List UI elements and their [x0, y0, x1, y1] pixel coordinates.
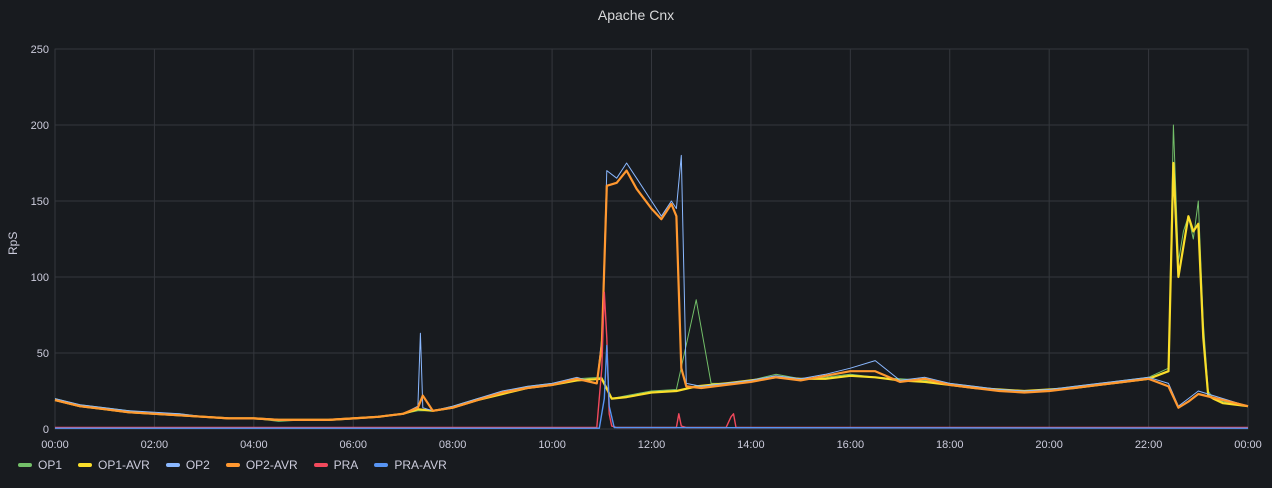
x-tick-label: 18:00 [936, 439, 964, 451]
x-tick-label: 02:00 [141, 439, 169, 451]
legend-label: OP1-AVR [98, 458, 150, 472]
legend-item-op1[interactable]: OP1 [18, 458, 62, 472]
legend-swatch [18, 463, 32, 467]
legend-swatch [313, 463, 328, 467]
x-axis: 00:00 02:00 04:00 06:00 08:00 10:00 12:00 14:00… [41, 439, 1262, 451]
legend-label: PRA [333, 458, 359, 472]
series-lines [54, 124, 1249, 429]
x-tick-label: 16:00 [837, 439, 865, 451]
x-tick-label: 20:00 [1035, 439, 1063, 451]
legend-label: OP1 [38, 458, 63, 472]
grid [54, 48, 1249, 430]
legend-swatch [374, 463, 389, 467]
legend-item-op2-avr[interactable]: OP2-AVR [225, 458, 298, 472]
legend-item-op1-avr[interactable]: OP1-AVR [78, 458, 150, 472]
x-tick-label: 22:00 [1135, 439, 1163, 451]
legend-item-pra[interactable]: PRA [313, 458, 359, 472]
x-tick-label: 04:00 [240, 439, 268, 451]
y-tick-label: 250 [31, 44, 49, 56]
legend-label: OP2-AVR [245, 458, 298, 472]
y-tick-label: 0 [43, 424, 49, 436]
y-tick-label: 50 [37, 348, 49, 360]
x-tick-label: 14:00 [737, 439, 765, 451]
y-tick-label: 100 [31, 272, 49, 284]
legend: OP1 OP1-AVR OP2 OP2-AVR PRA PRA-AVR [18, 458, 447, 472]
x-tick-label: 12:00 [638, 439, 666, 451]
x-tick-label: 10:00 [538, 439, 566, 451]
x-tick-label: 06:00 [339, 439, 367, 451]
series-line-op2-avr [54, 169, 1249, 421]
legend-item-op2[interactable]: OP2 [165, 458, 210, 472]
legend-swatch [225, 463, 240, 467]
legend-item-pra-avr[interactable]: PRA-AVR [374, 458, 447, 472]
legend-label: PRA-AVR [394, 458, 447, 472]
legend-swatch [78, 463, 93, 467]
legend-label: OP2 [185, 458, 210, 472]
y-tick-label: 200 [31, 120, 49, 132]
y-tick-label: 150 [31, 196, 49, 208]
chart-title: Apache Cnx [597, 7, 675, 23]
x-tick-label: 08:00 [439, 439, 467, 451]
x-tick-label: 00:00 [41, 439, 69, 451]
legend-swatch [165, 463, 180, 467]
x-tick-label: 00:00 [1234, 439, 1262, 451]
series-line-pra-avr [55, 344, 1249, 429]
y-axis: 0 50 100 150 200 250 [31, 44, 49, 436]
